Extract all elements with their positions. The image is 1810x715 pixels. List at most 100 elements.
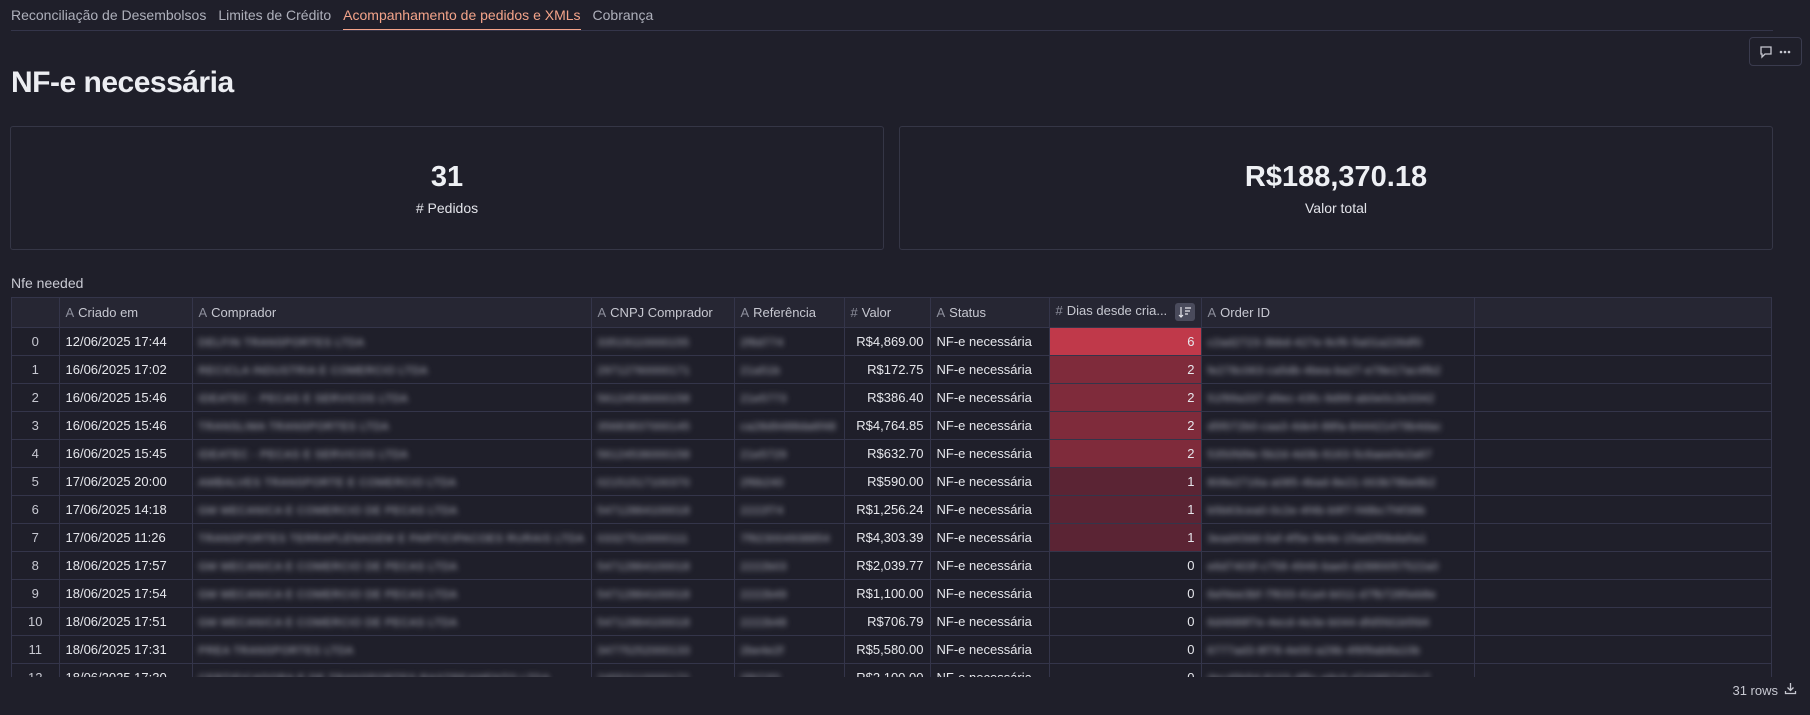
cell-status[interactable]: NF-e necessária [930, 439, 1050, 468]
cell-index[interactable]: 3 [12, 411, 60, 440]
cell-cnpj[interactable]: 24553110000172 [591, 663, 735, 677]
cell-dias[interactable]: 0 [1049, 635, 1202, 664]
cell-criado-em[interactable]: 18/06/2025 17:54 [59, 579, 193, 608]
cell-referencia[interactable]: 21e5729 [734, 439, 845, 468]
cell-comprador[interactable]: RECICLA INDUSTRIA E COMERCIO LTDA [192, 355, 592, 384]
cell-status[interactable]: NF-e necessária [930, 663, 1050, 677]
cell-index[interactable]: 12 [12, 663, 60, 677]
cell-index[interactable]: 10 [12, 607, 60, 636]
cell-empty[interactable] [1474, 439, 1771, 468]
table-row[interactable]: 1 16/06/2025 17:02 RECICLA INDUSTRIA E COM… [12, 355, 1771, 384]
cell-criado-em[interactable]: 17/06/2025 11:26 [59, 523, 193, 552]
cell-cnpj[interactable]: 56124536000158 [591, 439, 735, 468]
cell-referencia[interactable]: 21e5773 [734, 383, 845, 412]
cell-order-id[interactable]: 6ef4ee3bf-7f633-41a4-b011-d7fb7285eb8e [1201, 579, 1475, 608]
cell-criado-em[interactable]: 17/06/2025 20:00 [59, 467, 193, 496]
table-row[interactable]: 6 17/06/2025 14:18 GM MECANICA E COMERCIO … [12, 495, 1771, 524]
table-row[interactable]: 8 18/06/2025 17:57 GM MECANICA E COMERCIO … [12, 551, 1771, 580]
cell-empty[interactable] [1474, 495, 1771, 524]
cell-referencia[interactable]: 2222f74 [734, 495, 845, 524]
cell-index[interactable]: 2 [12, 383, 60, 412]
comment-icon[interactable] [1758, 44, 1774, 60]
cell-cnpj[interactable]: 54712864100018 [591, 551, 735, 580]
column-header-dias[interactable]: # Dias desde cria... [1049, 298, 1202, 328]
cell-dias[interactable]: 2 [1049, 411, 1202, 440]
cell-comprador[interactable]: AMBALVES TRANSPORTE E COMERCIO LTDA [192, 467, 592, 496]
cell-criado-em[interactable]: 17/06/2025 14:18 [59, 495, 193, 524]
cell-dias[interactable]: 2 [1049, 439, 1202, 468]
cell-status[interactable]: NF-e necessária [930, 579, 1050, 608]
cell-valor[interactable]: R$632.70 [844, 439, 931, 468]
cell-empty[interactable] [1474, 411, 1771, 440]
cell-criado-em[interactable]: 16/06/2025 17:02 [59, 355, 193, 384]
cell-referencia[interactable]: 21a51b [734, 355, 845, 384]
cell-comprador[interactable]: TRANSLIMA TRANSPORTES LTDA [192, 411, 592, 440]
cell-empty[interactable] [1474, 635, 1771, 664]
cell-dias[interactable]: 1 [1049, 495, 1202, 524]
cell-index[interactable]: 5 [12, 467, 60, 496]
cell-valor[interactable]: R$4,869.00 [844, 327, 931, 356]
table-row[interactable]: 3 16/06/2025 15:46 TRANSLIMA TRANSPORTES L… [12, 411, 1771, 440]
cell-valor[interactable]: R$386.40 [844, 383, 931, 412]
cell-cnpj[interactable]: 29712760000171 [591, 355, 735, 384]
cell-order-id[interactable]: d5f072b0-caa3-4de4-88fa-844421479b4dac [1201, 411, 1475, 440]
cell-order-id[interactable]: 3ead43dd-0af-4f5e-9e4e-15ad2f0bda5a1 [1201, 523, 1475, 552]
table-row[interactable]: 2 16/06/2025 15:46 IDEATEC - PECAS E SERVI… [12, 383, 1771, 412]
column-header-comprador[interactable]: A Comprador [192, 298, 592, 328]
cell-empty[interactable] [1474, 551, 1771, 580]
cell-criado-em[interactable]: 16/06/2025 15:46 [59, 383, 193, 412]
table-row[interactable]: 5 17/06/2025 20:00 AMBALVES TRANSPORTE E C… [12, 467, 1771, 496]
cell-referencia[interactable]: 2f6d774 [734, 327, 845, 356]
tab-cobranca[interactable]: Cobrança [592, 7, 654, 23]
table-row[interactable]: 11 18/06/2025 17:31 PREA TRANSPORTES LTDA 3… [12, 635, 1771, 664]
tab-limites-credito[interactable]: Limites de Crédito [218, 7, 332, 23]
cell-criado-em[interactable]: 12/06/2025 17:44 [59, 327, 193, 356]
cell-valor[interactable]: R$172.75 [844, 355, 931, 384]
table-row[interactable]: 4 16/06/2025 15:45 IDEATEC - PECAS E SERVI… [12, 439, 1771, 468]
table-row[interactable]: 9 18/06/2025 17:54 GM MECANICA E COMERCIO … [12, 579, 1771, 608]
cell-status[interactable]: NF-e necessária [930, 383, 1050, 412]
cell-order-id[interactable]: 808e2716a-a085-4bad-8e21-003b78be8b2 [1201, 467, 1475, 496]
cell-valor[interactable]: R$4,764.85 [844, 411, 931, 440]
cell-dias[interactable]: 0 [1049, 551, 1202, 580]
cell-order-id[interactable]: c2ad2723-3bbd-427e-9cf6-5a01a226df0 [1201, 327, 1475, 356]
cell-order-id[interactable]: 5350fd9e-5b2d-4d3b-9163-5c6aee0e2a67 [1201, 439, 1475, 468]
table-row[interactable]: 10 18/06/2025 17:51 GM MECANICA E COMERCIO… [12, 607, 1771, 636]
cell-referencia[interactable]: 2222b49 [734, 579, 845, 608]
table-row[interactable]: 0 12/06/2025 17:44 DELFIN TRANSPORTES LTDA… [12, 327, 1771, 356]
cell-empty[interactable] [1474, 467, 1771, 496]
row-count-download[interactable]: 31 rows [1732, 682, 1797, 698]
cell-empty[interactable] [1474, 355, 1771, 384]
cell-order-id[interactable]: dec45b5d-8103-4f5c-a9c0-d7d3857d21c7 [1201, 663, 1475, 677]
cell-index[interactable]: 1 [12, 355, 60, 384]
cell-cnpj[interactable]: 54712864100018 [591, 579, 735, 608]
cell-status[interactable]: NF-e necessária [930, 411, 1050, 440]
cell-comprador[interactable]: GM MECANICA E COMERCIO DE PECAS LTDA [192, 551, 592, 580]
cell-valor[interactable]: R$4,303.39 [844, 523, 931, 552]
cell-order-id[interactable]: b5b63cea0-0c2e-4f4b-b9f7-f48bc7f4f38b [1201, 495, 1475, 524]
cell-empty[interactable] [1474, 383, 1771, 412]
column-header-criado-em[interactable]: A Criado em [59, 298, 193, 328]
cell-valor[interactable]: R$706.79 [844, 607, 931, 636]
cell-cnpj[interactable]: 33519110000155 [591, 327, 735, 356]
column-header-referencia[interactable]: A Referência [734, 298, 845, 328]
column-header-order-id[interactable]: A Order ID [1201, 298, 1475, 328]
cell-referencia[interactable]: 2222b48 [734, 607, 845, 636]
cell-valor[interactable]: R$2,039.77 [844, 551, 931, 580]
cell-valor[interactable]: R$1,256.24 [844, 495, 931, 524]
cell-referencia[interactable]: 2be4e2f [734, 635, 845, 664]
cell-dias[interactable]: 0 [1049, 579, 1202, 608]
cell-index[interactable]: 8 [12, 551, 60, 580]
cell-cnpj[interactable]: 35683837000145 [591, 411, 735, 440]
cell-status[interactable]: NF-e necessária [930, 495, 1050, 524]
cell-referencia[interactable]: 2f6b240 [734, 467, 845, 496]
cell-comprador[interactable]: TRANSPORTES TERRAPLENAGEM E PARTICIPACOE… [192, 523, 592, 552]
table-row[interactable]: 7 17/06/2025 11:26 TRANSPORTES TERRAPLENAG… [12, 523, 1771, 552]
cell-index[interactable]: 0 [12, 327, 60, 356]
cell-dias[interactable]: 2 [1049, 355, 1202, 384]
cell-status[interactable]: NF-e necessária [930, 327, 1050, 356]
cell-empty[interactable] [1474, 327, 1771, 356]
cell-index[interactable]: 4 [12, 439, 60, 468]
cell-status[interactable]: NF-e necessária [930, 467, 1050, 496]
